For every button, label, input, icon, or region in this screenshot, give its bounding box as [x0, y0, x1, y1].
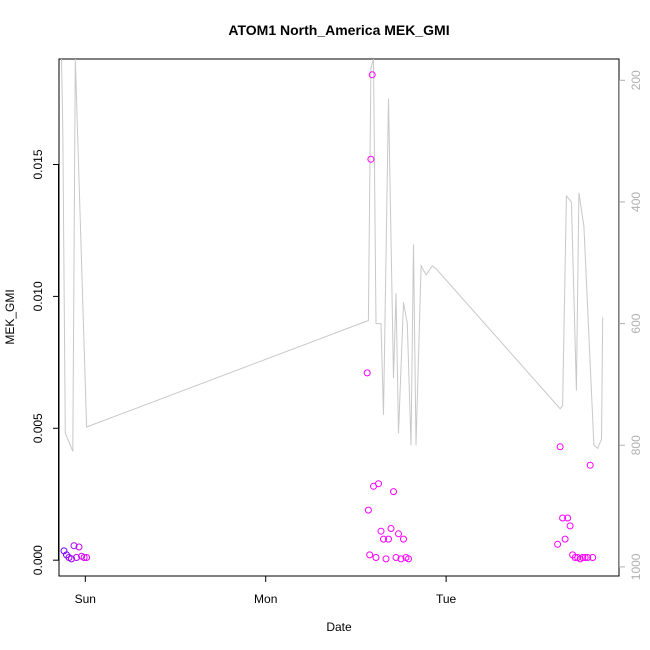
data-point [83, 554, 91, 561]
data-point [368, 71, 376, 79]
y-tick-label: 0.005 [31, 413, 45, 443]
y-tick-label: 0.015 [31, 149, 45, 179]
data-point [584, 554, 592, 561]
data-point [377, 527, 385, 535]
data-point [586, 461, 594, 469]
data-point [559, 514, 567, 522]
data-point [382, 555, 390, 563]
pressure-line [61, 59, 604, 452]
x-tick-label: Mon [254, 592, 277, 606]
data-point [75, 543, 83, 551]
points-layer [60, 71, 597, 563]
y2-tick-label: 1000 [629, 553, 643, 580]
data-point [571, 554, 579, 561]
data-point [390, 488, 397, 496]
x-tick-label: Sun [75, 592, 96, 606]
y-axis: 0.000 0.005 0.010 0.015 [31, 149, 59, 575]
y2-axis: 200 400 600 800 1000 [619, 70, 643, 580]
data-point [380, 535, 387, 543]
data-point [387, 525, 395, 532]
x-axis: Sun Mon Tue [75, 576, 457, 606]
data-point [554, 540, 562, 548]
data-point [395, 530, 402, 538]
plot-frame [58, 58, 620, 577]
data-point [375, 480, 382, 488]
data-point [68, 555, 75, 563]
line-series-layer [61, 59, 604, 452]
data-point [556, 443, 564, 451]
y2-tick-label: 400 [629, 192, 643, 212]
y2-tick-label: 600 [629, 313, 643, 333]
data-point [372, 554, 380, 561]
data-point [367, 155, 375, 163]
data-point [366, 551, 374, 559]
data-point [364, 506, 372, 514]
y-tick-label: 0.000 [31, 545, 45, 575]
chart-title: ATOM1 North_America MEK_GMI [228, 22, 449, 38]
data-point [70, 542, 78, 550]
y2-tick-label: 800 [629, 435, 643, 455]
x-axis-label: Date [326, 620, 352, 634]
data-point [581, 554, 589, 561]
x-tick-label: Tue [436, 592, 457, 606]
data-point [363, 369, 371, 377]
data-point [400, 535, 407, 543]
data-point [80, 554, 88, 561]
data-point [397, 555, 405, 563]
data-point [579, 554, 587, 561]
data-point [385, 535, 392, 543]
data-point [566, 522, 574, 530]
data-point [392, 554, 400, 561]
y2-tick-label: 200 [629, 70, 643, 90]
data-point [564, 514, 572, 522]
data-point [589, 554, 597, 561]
y-axis-label: MEK_GMI [3, 289, 17, 344]
data-point [73, 554, 80, 561]
y-tick-label: 0.010 [31, 281, 45, 311]
data-point [405, 555, 412, 563]
data-point [561, 535, 569, 543]
